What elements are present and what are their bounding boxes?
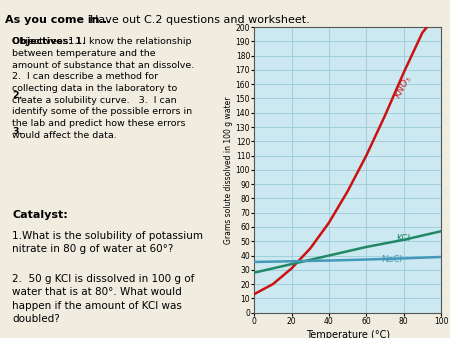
Text: KCl: KCl <box>396 234 410 243</box>
Y-axis label: Grams solute dissolved in 100 g water: Grams solute dissolved in 100 g water <box>224 96 233 244</box>
Text: As you come in…: As you come in… <box>5 15 111 25</box>
Text: NaCl: NaCl <box>381 255 402 264</box>
Text: 3.: 3. <box>12 127 22 136</box>
Text: 2.  50 g KCl is dissolved in 100 g of
water that is at 80°. What would
happen if: 2. 50 g KCl is dissolved in 100 g of wat… <box>12 274 194 324</box>
Text: 1.What is the solubility of potassium
nitrate in 80 g of water at 60°?: 1.What is the solubility of potassium ni… <box>12 231 203 255</box>
Text: $KNO_3$: $KNO_3$ <box>392 73 415 101</box>
Text: Objectives: 1.: Objectives: 1. <box>12 37 86 46</box>
Text: 2.: 2. <box>12 91 22 100</box>
Text: Catalyst:: Catalyst: <box>12 210 68 220</box>
Text: Have out C.2 questions and worksheet.: Have out C.2 questions and worksheet. <box>83 15 310 25</box>
X-axis label: Temperature (°C): Temperature (°C) <box>306 330 390 338</box>
Text: Objectives: 1.  I know the relationship
between temperature and the
amount of su: Objectives: 1. I know the relationship b… <box>12 37 194 140</box>
